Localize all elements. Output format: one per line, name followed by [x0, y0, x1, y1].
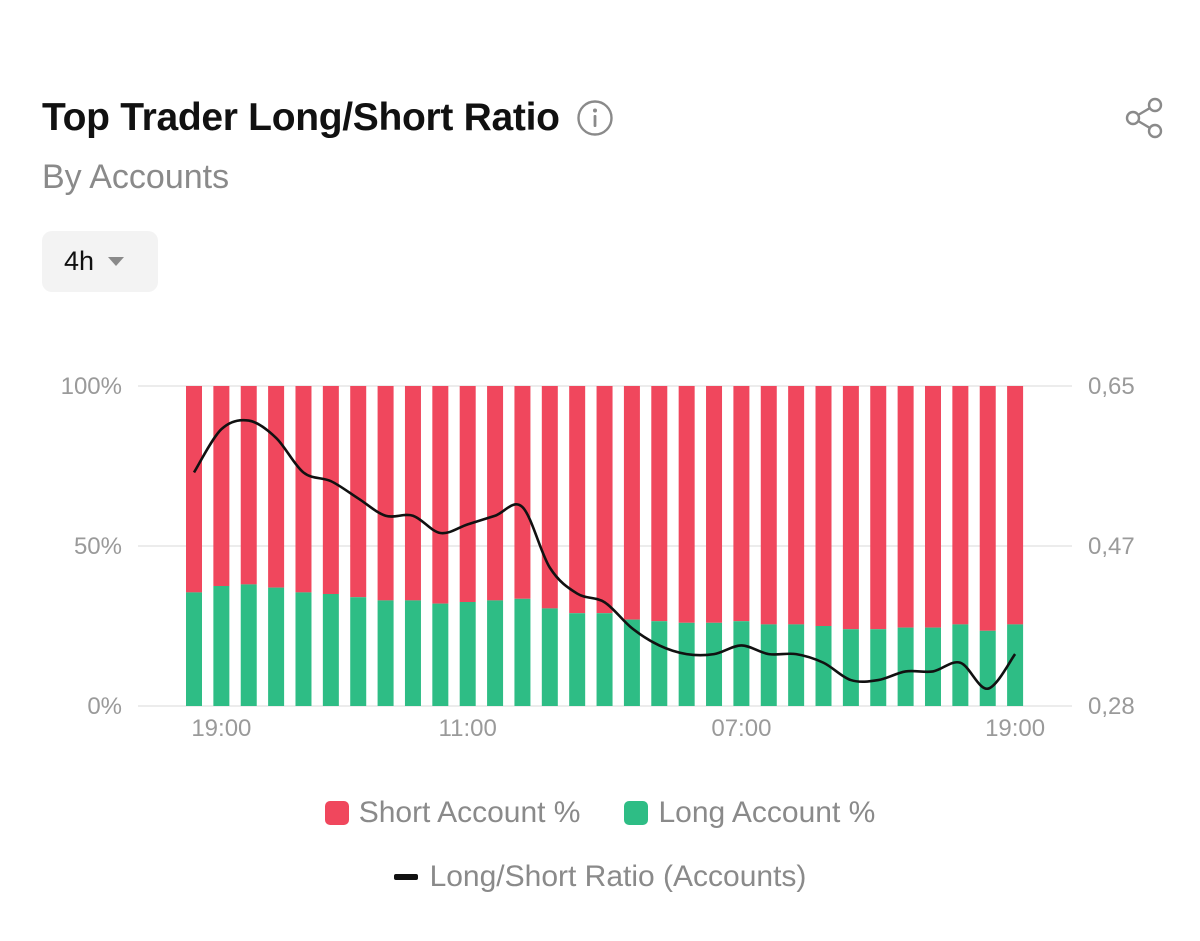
- short-bar: [924, 386, 941, 628]
- long-bar: [404, 600, 421, 706]
- info-icon[interactable]: [576, 99, 614, 137]
- interval-value: 4h: [64, 246, 95, 276]
- short-bar: [322, 386, 339, 594]
- left-tick-label: 100%: [61, 373, 122, 400]
- short-bar: [487, 386, 504, 601]
- long-bar: [979, 630, 996, 706]
- interval-dropdown[interactable]: 4h: [42, 231, 158, 292]
- legend-ratio-swatch: [393, 874, 418, 880]
- short-bar: [815, 386, 832, 626]
- long-bar: [815, 626, 832, 706]
- left-tick-label: 50%: [74, 533, 122, 560]
- x-tick-label: 07:00: [711, 715, 771, 742]
- chart-subtitle: By Accounts: [42, 158, 230, 196]
- legend-short[interactable]: Short Account %: [324, 796, 581, 830]
- long-short-chart: 0% 50% 100% 0,28 0,47 0,65 19:00 11:00 07:00 19:0…: [61, 373, 1135, 742]
- long-bar: [240, 584, 257, 706]
- long-bar: [268, 587, 285, 706]
- legend-short-label: Short Account %: [358, 796, 581, 829]
- x-tick-label: 19:00: [985, 715, 1045, 742]
- right-tick-label: 0,28: [1088, 693, 1135, 720]
- long-bar: [213, 586, 230, 706]
- chart-header: Top Trader Long/Short Ratio: [42, 96, 614, 140]
- left-tick-label: 0%: [87, 693, 122, 720]
- legend-long-swatch: [624, 801, 649, 825]
- long-bar: [377, 600, 394, 706]
- long-bar: [842, 629, 859, 706]
- short-bar: [268, 386, 285, 588]
- long-bar: [487, 600, 504, 706]
- long-bar: [322, 594, 339, 706]
- long-bar: [651, 621, 668, 706]
- long-bar: [350, 597, 367, 706]
- long-bar: [596, 613, 613, 706]
- long-bar: [541, 608, 558, 706]
- long-bar: [897, 627, 914, 706]
- short-bar: [1007, 386, 1024, 625]
- short-bar: [213, 386, 230, 586]
- right-tick-label: 0,65: [1088, 373, 1135, 400]
- short-bar: [623, 386, 640, 620]
- long-bar: [952, 624, 969, 706]
- legend-row: Short Account % Long Account %: [0, 796, 1200, 830]
- short-bar: [432, 386, 449, 604]
- legend-long[interactable]: Long Account %: [624, 796, 875, 830]
- legend-ratio-label: Long/Short Ratio (Accounts): [429, 860, 807, 893]
- x-tick-label: 19:00: [191, 715, 251, 742]
- short-bar: [569, 386, 586, 614]
- legend-long-label: Long Account %: [658, 796, 876, 829]
- short-bar: [706, 386, 723, 623]
- long-bar: [733, 621, 750, 706]
- legend-ratio[interactable]: Long/Short Ratio (Accounts): [393, 860, 807, 894]
- long-bar: [678, 622, 695, 706]
- short-bar: [651, 386, 668, 622]
- right-tick-label: 0,47: [1088, 533, 1135, 560]
- long-bar: [569, 613, 586, 706]
- short-bar: [240, 386, 257, 585]
- share-icon[interactable]: [1122, 96, 1166, 140]
- caret-down-icon: [108, 257, 125, 266]
- long-bar: [706, 622, 723, 706]
- short-bar: [842, 386, 859, 630]
- long-bar: [760, 624, 777, 706]
- long-bar: [870, 629, 887, 706]
- short-bar: [979, 386, 996, 631]
- short-bar: [952, 386, 969, 625]
- long-bar: [788, 624, 805, 706]
- short-bar: [596, 386, 613, 614]
- long-bar: [924, 627, 941, 706]
- short-bar: [186, 386, 202, 593]
- short-bar: [514, 386, 531, 599]
- short-bar: [870, 386, 887, 630]
- short-bar: [678, 386, 695, 623]
- short-bar: [897, 386, 914, 628]
- legend-short-swatch: [324, 801, 349, 825]
- short-bar: [377, 386, 394, 601]
- page-title: Top Trader Long/Short Ratio: [42, 96, 560, 139]
- long-bar: [514, 598, 531, 706]
- long-bar: [1007, 624, 1024, 706]
- x-tick-label: 11:00: [439, 715, 497, 742]
- long-bar: [186, 592, 202, 706]
- short-bar: [295, 386, 312, 593]
- long-bar: [295, 592, 312, 706]
- long-bar: [459, 602, 476, 706]
- short-bar: [541, 386, 558, 609]
- short-bar: [760, 386, 777, 625]
- short-bar: [733, 386, 750, 622]
- short-bar: [404, 386, 421, 601]
- ratio-line: [192, 418, 1017, 691]
- long-bar: [623, 619, 640, 706]
- short-bar: [459, 386, 476, 602]
- short-bar: [350, 386, 367, 598]
- short-bar: [788, 386, 805, 625]
- long-bar: [432, 603, 449, 706]
- legend-row: Long/Short Ratio (Accounts): [0, 860, 1200, 894]
